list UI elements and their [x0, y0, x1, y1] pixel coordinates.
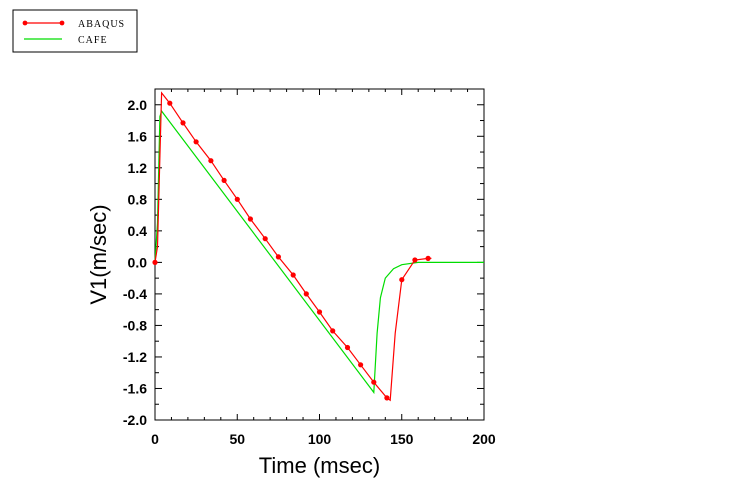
axis-ticks: 0 50 100 150 200 -2.0 -1.6 -1.2 -0.8 -0.4 0.0 0.4 0.… — [123, 89, 496, 447]
data-point-abaqus — [221, 177, 227, 183]
data-point-abaqus — [208, 158, 214, 164]
y-tick-label: 0.8 — [128, 191, 148, 207]
legend-marker — [59, 20, 65, 26]
data-point-abaqus — [371, 379, 377, 385]
y-tick-label: 2.0 — [128, 97, 148, 113]
y-tick-label: -0.8 — [123, 317, 147, 333]
x-tick-label: 0 — [151, 431, 159, 447]
data-point-abaqus — [399, 277, 405, 283]
y-tick-label: -1.6 — [123, 380, 147, 396]
x-tick-label: 100 — [308, 431, 332, 447]
data-point-abaqus — [234, 196, 240, 202]
y-tick-label: 0.0 — [128, 254, 148, 270]
plot-frame — [154, 88, 485, 421]
x-axis-title: Time (msec) — [259, 453, 380, 478]
series-line-abaqus — [154, 91, 432, 402]
legend-label-abaqus: ABAQUS — [78, 19, 125, 30]
legend-marker — [22, 20, 28, 26]
series-lines — [154, 91, 484, 402]
data-point-abaqus — [193, 139, 199, 145]
legend: ABAQUS CAFE — [12, 9, 138, 53]
legend-label-cafe: CAFE — [78, 35, 108, 46]
y-tick-label: 0.4 — [128, 223, 148, 239]
y-tick-label: -1.2 — [123, 349, 147, 365]
data-point-abaqus — [247, 216, 253, 222]
x-tick-label: 200 — [472, 431, 496, 447]
y-axis-title: V1(m/sec) — [86, 204, 111, 304]
data-point-abaqus — [167, 100, 173, 106]
data-point-abaqus — [425, 255, 431, 261]
data-point-abaqus — [330, 328, 336, 334]
legend-box — [12, 9, 138, 53]
series-line-cafe — [154, 109, 484, 395]
y-tick-label: 1.6 — [128, 128, 148, 144]
y-tick-label: -2.0 — [123, 412, 147, 428]
x-tick-label: 50 — [229, 431, 245, 447]
data-point-abaqus — [384, 395, 390, 401]
data-point-abaqus — [303, 291, 309, 297]
data-point-abaqus — [152, 259, 158, 265]
series-markers — [152, 100, 431, 401]
data-point-abaqus — [275, 254, 281, 260]
data-point-abaqus — [180, 120, 186, 126]
data-point-abaqus — [344, 344, 351, 351]
data-point-abaqus — [262, 236, 268, 242]
data-point-abaqus — [412, 257, 418, 263]
data-point-abaqus — [316, 309, 323, 315]
y-tick-label: -0.4 — [123, 286, 147, 302]
y-tick-label: 1.2 — [128, 160, 148, 176]
x-tick-label: 150 — [390, 431, 414, 447]
data-point-abaqus — [290, 272, 296, 278]
data-point-abaqus — [358, 362, 364, 368]
